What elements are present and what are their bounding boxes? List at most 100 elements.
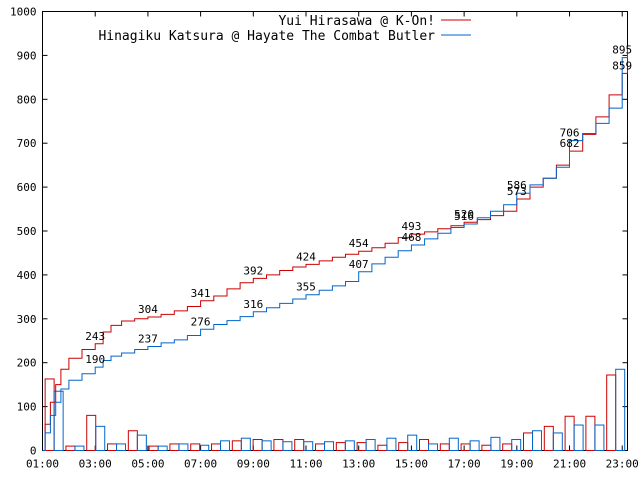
bar-series-2 <box>469 440 480 452</box>
data-label: 586 <box>507 179 527 192</box>
data-label: 304 <box>138 303 158 316</box>
data-label: 276 <box>191 315 211 328</box>
bar-series-1 <box>419 439 430 451</box>
lines-group <box>42 46 628 451</box>
y-tick-label: 900 <box>17 49 37 62</box>
data-label: 573 <box>507 185 527 198</box>
bar-series-1 <box>523 432 534 452</box>
data-label: 682 <box>560 137 580 150</box>
bar-series-1 <box>502 443 513 452</box>
y-tick-label: 700 <box>17 137 37 150</box>
bar-series-1 <box>439 443 450 452</box>
data-label: 355 <box>296 281 316 294</box>
legend-label-series-1: Yui Hirasawa @ K-On! <box>278 14 435 29</box>
data-label: 493 <box>401 220 421 233</box>
bar-series-2 <box>240 437 251 452</box>
bar-series-2 <box>532 430 543 451</box>
legend-label-series-2: Hinagiku Katsura @ Hayate The Combat But… <box>98 29 435 44</box>
bar-series-1 <box>460 443 471 452</box>
bar-series-2 <box>615 368 626 451</box>
bar-series-1 <box>585 415 596 451</box>
bar-series-2 <box>573 424 584 451</box>
bar-series-2 <box>386 437 397 452</box>
bar-series-1 <box>211 443 222 452</box>
data-label: 706 <box>560 127 580 140</box>
y-tick-label: 300 <box>17 313 37 326</box>
bar-series-2 <box>594 424 605 451</box>
x-tick-label: 07:00 <box>184 458 217 471</box>
plot-frame <box>42 11 628 451</box>
bar-series-2 <box>220 440 231 452</box>
bar-series-1 <box>606 374 617 452</box>
y-tick-label: 400 <box>17 269 37 282</box>
bar-series-2 <box>344 440 355 452</box>
bar-series-1 <box>564 415 575 451</box>
bar-series-2 <box>428 443 439 452</box>
y-tick-label: 500 <box>17 225 37 238</box>
x-tick-label: 11:00 <box>289 458 322 471</box>
bar-series-1 <box>127 430 138 451</box>
bar-series-2 <box>178 443 189 452</box>
data-label: 407 <box>349 258 369 271</box>
y-tick-label: 100 <box>17 401 37 414</box>
data-label: 316 <box>243 298 263 311</box>
bar-series-2 <box>261 440 272 452</box>
bar-series-1 <box>65 445 76 451</box>
bar-series-2 <box>282 441 293 452</box>
y-tick-label: 1000 <box>10 6 37 19</box>
data-label: 454 <box>349 237 369 250</box>
x-tick-label: 15:00 <box>395 458 428 471</box>
bar-series-2 <box>199 444 210 451</box>
bar-series-2 <box>324 441 335 452</box>
bar-series-1 <box>398 442 409 451</box>
bar-series-1 <box>44 378 55 451</box>
data-label: 520 <box>454 208 474 221</box>
y-tick-label: 0 <box>30 445 37 458</box>
y-tick-label: 600 <box>17 181 37 194</box>
x-tick-label: 03:00 <box>79 458 112 471</box>
bar-series-2 <box>136 434 147 452</box>
x-tick-label: 23:00 <box>606 458 639 471</box>
bar-series-2 <box>448 437 459 452</box>
x-tick-label: 13:00 <box>342 458 375 471</box>
data-label: 516 <box>454 210 474 223</box>
y-tick-label: 200 <box>17 357 37 370</box>
line-series-1 <box>42 53 628 451</box>
data-label: 190 <box>85 353 105 366</box>
bar-series-1 <box>273 439 284 451</box>
bar-series-1 <box>169 443 180 452</box>
bar-series-1 <box>231 440 242 452</box>
x-tick-label: 09:00 <box>237 458 270 471</box>
data-label: 895 <box>612 44 632 57</box>
bar-series-2 <box>552 432 563 452</box>
bar-series-2 <box>490 436 501 451</box>
bar-series-2 <box>365 439 376 451</box>
data-labels-group: 243 304 341 392 424 454 493 520 573 682 859 190 237 2… <box>85 44 632 366</box>
data-label: 859 <box>612 59 632 72</box>
data-label: 392 <box>243 264 263 277</box>
bars-group <box>44 368 626 452</box>
line-series-2 <box>42 46 628 451</box>
y-tick-label: 800 <box>17 93 37 106</box>
axis-ticks: 0 100 200 300 400 500 600 700 800 900 1000 01:00 03:… <box>10 6 639 471</box>
data-label: 341 <box>191 287 211 300</box>
data-label: 243 <box>85 330 105 343</box>
bar-series-2 <box>95 425 106 452</box>
bar-series-1 <box>148 445 159 451</box>
bar-series-1 <box>294 439 305 451</box>
bar-series-1 <box>190 443 201 452</box>
bar-series-1 <box>335 442 346 451</box>
bar-series-2 <box>303 441 314 452</box>
bar-series-1 <box>107 443 118 452</box>
data-label: 237 <box>138 332 158 345</box>
x-tick-label: 21:00 <box>553 458 586 471</box>
bar-series-1 <box>86 414 97 452</box>
bar-series-1 <box>252 439 263 451</box>
bar-series-1 <box>481 444 492 451</box>
legend: Yui Hirasawa @ K-On! Hinagiku Katsura @ … <box>98 14 471 44</box>
bar-series-1 <box>315 443 326 452</box>
bar-series-2 <box>116 443 127 452</box>
bar-series-2 <box>407 434 418 452</box>
data-label: 468 <box>401 231 421 244</box>
